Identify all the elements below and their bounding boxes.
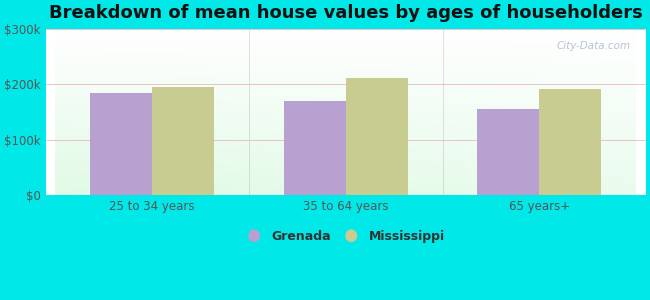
Text: City-Data.com: City-Data.com [556,41,631,51]
Bar [152,87,214,195]
Title: Breakdown of mean house values by ages of householders: Breakdown of mean house values by ages o… [49,4,643,22]
Legend: Grenada, Mississippi: Grenada, Mississippi [242,225,450,248]
Bar [346,78,408,195]
Bar [284,101,346,195]
Bar [540,89,601,195]
Bar [90,93,152,195]
Bar [477,109,540,195]
